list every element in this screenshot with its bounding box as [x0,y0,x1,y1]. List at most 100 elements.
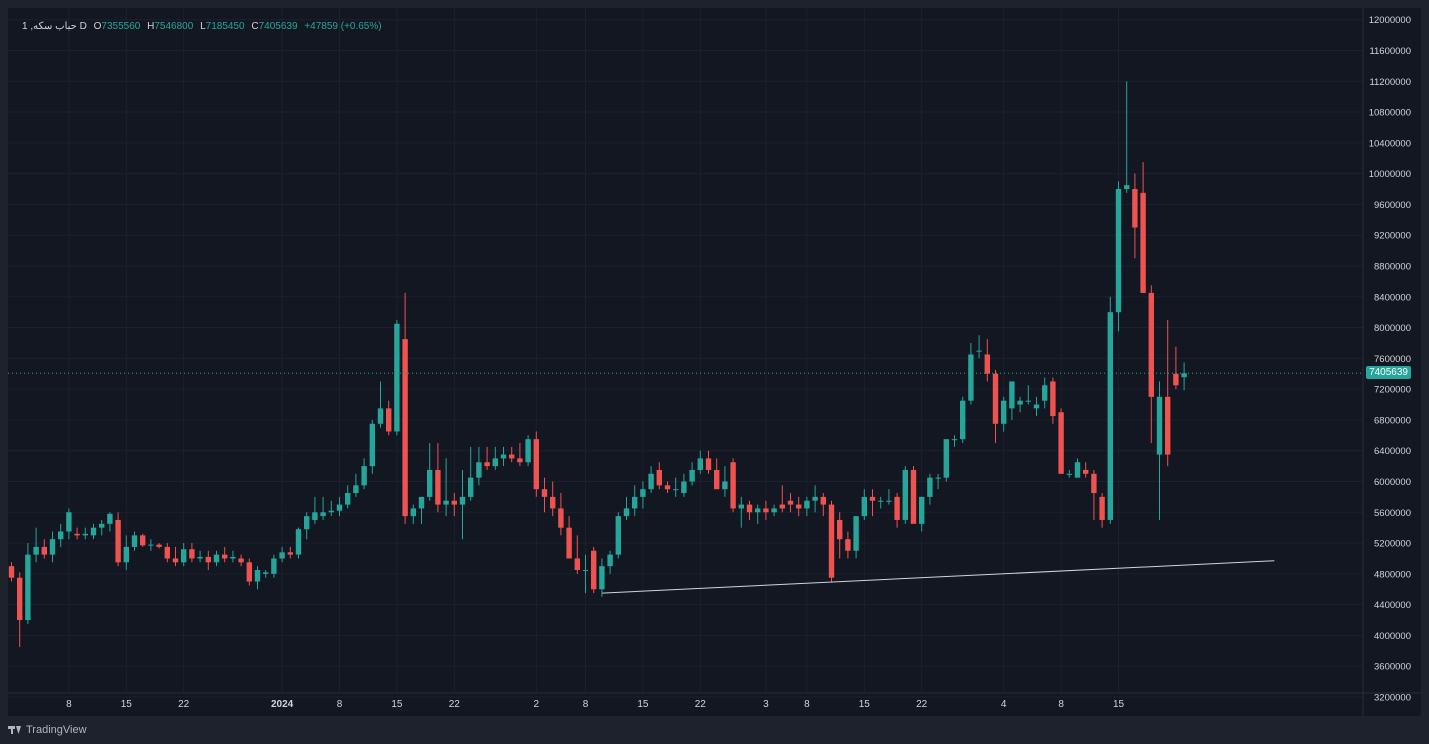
high-value: 7546800 [154,21,194,32]
candle-body [664,485,671,490]
candle-body [509,454,515,459]
candle [377,381,384,428]
candle [41,539,47,559]
candle [156,543,162,549]
candle-body [1091,473,1097,494]
candle-body [960,400,966,440]
candle-body [746,504,753,513]
candle [1107,296,1113,524]
candle [976,335,982,359]
candle-body [968,354,974,401]
candle-body [984,354,990,374]
candle-body [74,533,80,536]
candle-body [894,496,900,520]
time-axis: 8 15 22 2024 8 15 22 2 8 15 22 3 8 15 22 4 8 15 [66,699,1124,710]
candle [796,496,802,517]
candle-body [820,496,826,505]
footer-branding[interactable]: TradingView [8,722,87,738]
price-tick-label: 9600000 [1374,200,1411,211]
candle [1066,469,1072,478]
candle-body [1148,292,1154,397]
price-tick-label: 3200000 [1374,693,1411,704]
candle [771,504,777,517]
candle [533,431,539,497]
candle [935,473,941,490]
candle-body [714,469,720,490]
candle-body [845,539,851,551]
candle [960,396,966,444]
candle [902,466,908,524]
candle-body [345,493,351,505]
candle-body [591,550,597,590]
candle-body [435,469,441,505]
candle [689,462,695,486]
candle-body [156,544,162,547]
candle [1140,162,1146,293]
candle [82,527,88,540]
price-tick-label: 7200000 [1374,385,1411,396]
candle [681,473,687,497]
chart-pane[interactable]: 3200000 3600000 4000000 4400000 4800000 52000… [8,8,1421,716]
candle [238,554,244,567]
candle-body [787,500,794,505]
interval-label: D [79,21,87,32]
candle [951,435,958,447]
candle [623,496,630,520]
price-tick-label: 8800000 [1374,261,1411,272]
candle-body [1042,385,1048,401]
low-label: L [200,21,206,32]
candle [509,446,515,463]
open-label: O [93,21,102,32]
candle-body [1115,189,1122,313]
candle [1033,396,1040,417]
candle [558,493,564,536]
price-tick-label: 8000000 [1374,323,1411,334]
candle-body [295,529,302,555]
price-tick-label: 12000000 [1369,15,1411,26]
candle [189,543,195,563]
candle [17,572,23,647]
candle [1132,173,1138,259]
candle [500,446,507,467]
price-tick-label: 5600000 [1374,508,1411,519]
time-tick-label: 15 [1113,699,1125,710]
candle [869,489,876,517]
candle-body [353,485,359,494]
candle [566,516,572,559]
candle-body [1058,412,1064,474]
candle [804,496,810,517]
candle-body [550,496,556,509]
candle-body [394,323,400,432]
price-tick-label: 7600000 [1374,354,1411,365]
price-tick-label: 10400000 [1369,138,1411,149]
candle [213,550,220,567]
candle [648,466,654,494]
candlestick-chart[interactable]: 3200000 3600000 4000000 4400000 4800000 52000… [8,8,1421,716]
time-tick-label: 22 [178,699,190,710]
time-tick-label: 8 [583,699,589,710]
candle-body [738,504,744,509]
candle-body [927,477,933,497]
price-tick-label: 9200000 [1374,231,1411,242]
candle [738,496,744,528]
candle [369,419,375,474]
candle [49,531,56,563]
candle-body [476,462,482,478]
candle-body [41,546,47,555]
candle-body [418,496,425,509]
close-label: C [251,21,259,32]
candle-body [697,458,703,470]
candle [222,546,228,563]
candle-body [1009,381,1015,409]
candle [386,400,392,436]
candle-body [99,523,105,528]
candle-body [1025,400,1031,402]
candle [632,485,638,517]
symbol-name[interactable]: حباب سکه, 1 [22,21,77,32]
candle [943,439,949,482]
candle-body [722,481,728,490]
candle [615,512,621,559]
candle-body [574,558,580,571]
candle [115,512,121,567]
candle-body [181,549,187,563]
